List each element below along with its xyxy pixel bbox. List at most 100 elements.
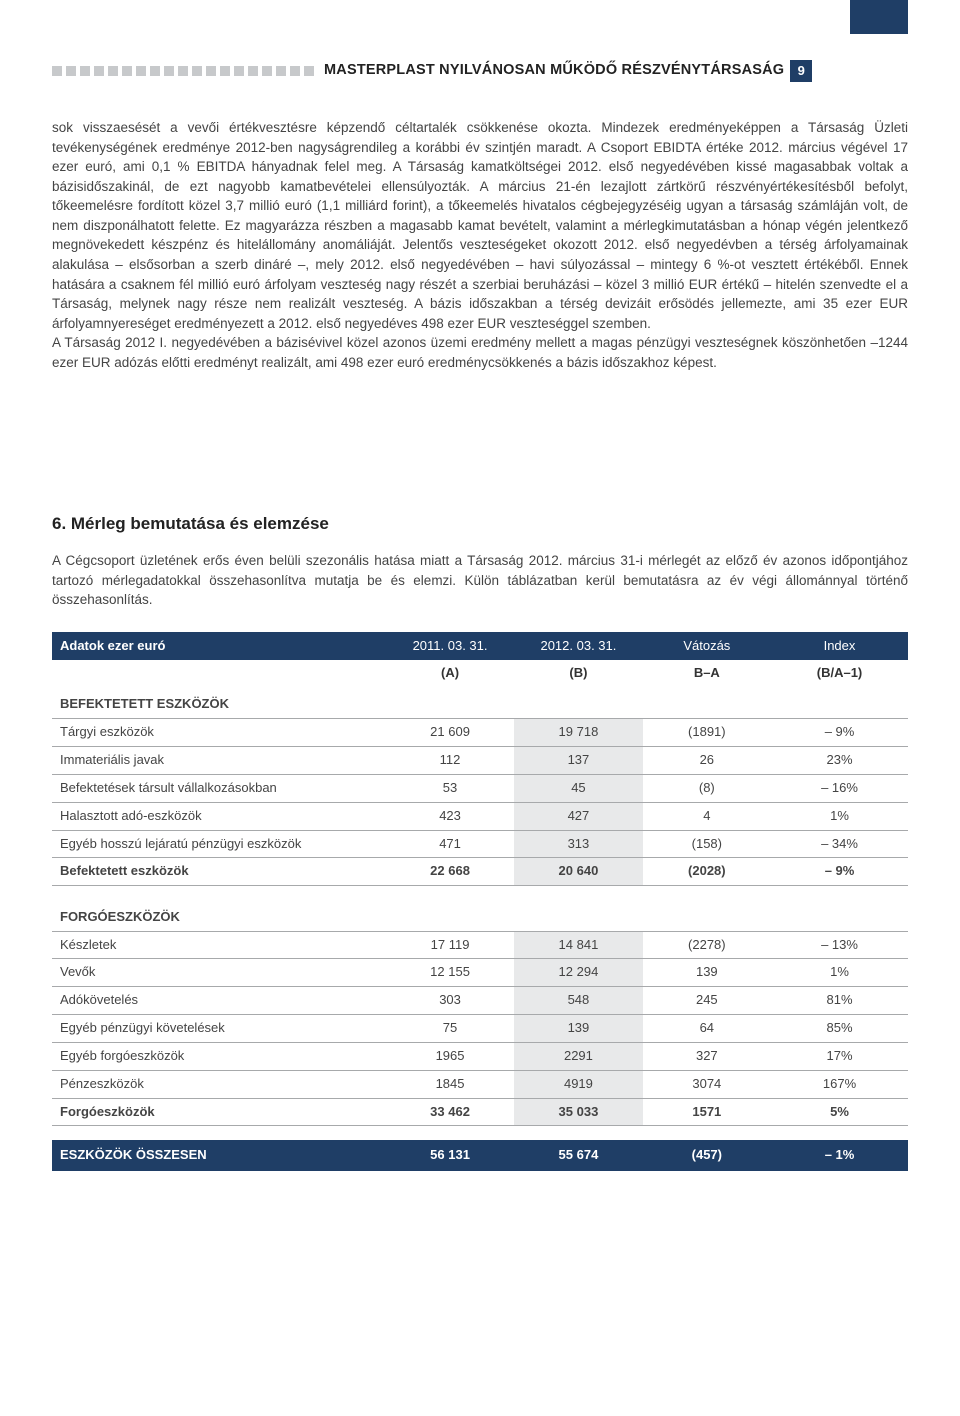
col-index: Index: [771, 632, 908, 661]
balance-sheet-table: Adatok ezer euró 2011. 03. 31. 2012. 03.…: [52, 632, 908, 1171]
cell-2012: 313: [514, 830, 642, 858]
decorative-square: [276, 66, 286, 76]
decorative-square: [164, 66, 174, 76]
table-row: Immateriális javak1121372623%: [52, 747, 908, 775]
company-title: MASTERPLAST NYILVÁNOSAN MŰKÖDŐ RÉSZVÉNYT…: [324, 60, 784, 81]
table-section-head: FORGÓESZKÖZÖK: [52, 900, 908, 931]
col-change: Vátozás: [643, 632, 771, 661]
table-row: Egyéb hosszú lejáratú pénzügyi eszközök4…: [52, 830, 908, 858]
cell-2012: 548: [514, 987, 642, 1015]
total-2012: 55 674: [514, 1140, 642, 1171]
cell-index: – 16%: [771, 774, 908, 802]
cell-2012: 4919: [514, 1070, 642, 1098]
page-header: MASTERPLAST NYILVÁNOSAN MŰKÖDŐ RÉSZVÉNYT…: [52, 0, 908, 100]
decorative-square: [220, 66, 230, 76]
cell-index: – 34%: [771, 830, 908, 858]
table-row: Halasztott adó-eszközök42342741%: [52, 802, 908, 830]
cell-2012: 139: [514, 1015, 642, 1043]
table-spacer: [52, 1126, 908, 1140]
decorative-square: [136, 66, 146, 76]
table-row: Készletek17 11914 841(2278)– 13%: [52, 931, 908, 959]
body-paragraph-1: sok visszaesését a vevői értékvesztésre …: [52, 118, 908, 372]
cell-index: 81%: [771, 987, 908, 1015]
paragraph-text-2: A Társaság 2012 I. negyedévében a bázisé…: [52, 333, 908, 372]
cell-index: 1%: [771, 802, 908, 830]
decorative-square: [108, 66, 118, 76]
subtotal-index: 5%: [771, 1098, 908, 1126]
subtotal-index: – 9%: [771, 858, 908, 886]
cell-index: – 9%: [771, 719, 908, 747]
decorative-square: [122, 66, 132, 76]
table-row: Adókövetelés30354824581%: [52, 987, 908, 1015]
subtotal-label: Befektetett eszközök: [52, 858, 386, 886]
cell-2011: 75: [386, 1015, 514, 1043]
cell-change: 4: [643, 802, 771, 830]
page-number-badge: 9: [790, 60, 812, 82]
cell-index: 85%: [771, 1015, 908, 1043]
cell-2012: 137: [514, 747, 642, 775]
cell-change: 327: [643, 1042, 771, 1070]
table-header-row: Adatok ezer euró 2011. 03. 31. 2012. 03.…: [52, 632, 908, 661]
paragraph-text: sok visszaesését a vevői értékvesztésre …: [52, 118, 908, 333]
cell-change: 3074: [643, 1070, 771, 1098]
table-row: Egyéb forgóeszközök1965229132717%: [52, 1042, 908, 1070]
subtotal-2012: 20 640: [514, 858, 642, 886]
section-head-label: BEFEKTETETT ESZKÖZÖK: [52, 687, 908, 718]
cell-change: 139: [643, 959, 771, 987]
subtotal-2012: 35 033: [514, 1098, 642, 1126]
row-label: Immateriális javak: [52, 747, 386, 775]
cell-2012: 12 294: [514, 959, 642, 987]
cell-2011: 423: [386, 802, 514, 830]
cell-2012: 427: [514, 802, 642, 830]
decorative-square: [248, 66, 258, 76]
decorative-square: [206, 66, 216, 76]
table-row: Befektetések társult vállalkozásokban534…: [52, 774, 908, 802]
total-2011: 56 131: [386, 1140, 514, 1171]
row-label: Egyéb forgóeszközök: [52, 1042, 386, 1070]
row-label: Készletek: [52, 931, 386, 959]
subtotal-change: 1571: [643, 1098, 771, 1126]
decorative-square: [262, 66, 272, 76]
decorative-square: [290, 66, 300, 76]
subtotal-label: Forgóeszközök: [52, 1098, 386, 1126]
subtotal-2011: 33 462: [386, 1098, 514, 1126]
col-2011: 2011. 03. 31.: [386, 632, 514, 661]
section-6-intro: A Cégcsoport üzletének erős éven belüli …: [52, 551, 908, 610]
cell-index: – 13%: [771, 931, 908, 959]
cell-2011: 53: [386, 774, 514, 802]
top-corner-block: [850, 0, 908, 34]
cell-change: 26: [643, 747, 771, 775]
cell-index: 17%: [771, 1042, 908, 1070]
table-section-head: BEFEKTETETT ESZKÖZÖK: [52, 687, 908, 718]
subtotal-2011: 22 668: [386, 858, 514, 886]
decorative-squares: [52, 66, 314, 76]
cell-change: (8): [643, 774, 771, 802]
cell-change: 64: [643, 1015, 771, 1043]
cell-change: 245: [643, 987, 771, 1015]
table-row: Tárgyi eszközök21 60919 718(1891)– 9%: [52, 719, 908, 747]
subtotal-change: (2028): [643, 858, 771, 886]
cell-2012: 19 718: [514, 719, 642, 747]
row-label: Adókövetelés: [52, 987, 386, 1015]
table-total-row: ESZKÖZÖK ÖSSZESEN56 13155 674(457)– 1%: [52, 1140, 908, 1171]
cell-change: (1891): [643, 719, 771, 747]
section-6-title: 6. Mérleg bemutatása és elemzése: [52, 512, 908, 537]
cell-2011: 17 119: [386, 931, 514, 959]
table-subtotal-row: Befektetett eszközök22 66820 640(2028)– …: [52, 858, 908, 886]
total-change: (457): [643, 1140, 771, 1171]
subcol-a: (A): [386, 660, 514, 687]
decorative-square: [94, 66, 104, 76]
cell-2011: 471: [386, 830, 514, 858]
cell-2012: 2291: [514, 1042, 642, 1070]
cell-2012: 14 841: [514, 931, 642, 959]
total-label: ESZKÖZÖK ÖSSZESEN: [52, 1140, 386, 1171]
subcol-ba: B–A: [643, 660, 771, 687]
subcol-idx: (B/A–1): [771, 660, 908, 687]
col-2012: 2012. 03. 31.: [514, 632, 642, 661]
row-label: Pénzeszközök: [52, 1070, 386, 1098]
cell-change: (2278): [643, 931, 771, 959]
cell-2011: 21 609: [386, 719, 514, 747]
decorative-square: [234, 66, 244, 76]
table-row: Pénzeszközök184549193074167%: [52, 1070, 908, 1098]
cell-2011: 12 155: [386, 959, 514, 987]
